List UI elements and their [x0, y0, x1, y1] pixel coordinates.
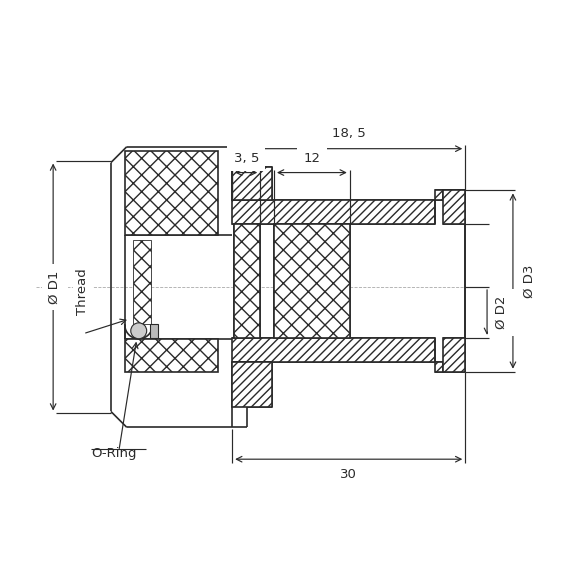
Text: O-Ring: O-Ring — [91, 447, 136, 460]
Bar — [132, 324, 146, 338]
Bar — [125, 151, 218, 235]
Bar — [443, 190, 465, 200]
Text: 3, 5: 3, 5 — [233, 151, 259, 165]
Text: Ø D2: Ø D2 — [495, 296, 508, 329]
Bar — [274, 224, 350, 338]
Bar — [232, 361, 272, 407]
Bar — [443, 190, 465, 224]
Text: 12: 12 — [303, 151, 321, 165]
Bar — [235, 224, 260, 338]
Bar — [232, 166, 272, 200]
Bar — [133, 240, 151, 324]
Bar — [150, 324, 158, 338]
Bar — [435, 361, 443, 372]
Text: Ø D1: Ø D1 — [48, 270, 61, 304]
Text: 18, 5: 18, 5 — [332, 127, 365, 140]
Bar — [435, 190, 443, 200]
Text: 30: 30 — [340, 468, 357, 481]
Circle shape — [131, 323, 147, 339]
Text: Ø D3: Ø D3 — [523, 264, 536, 298]
Bar — [125, 339, 218, 372]
Text: Thread: Thread — [76, 269, 90, 315]
Bar — [232, 200, 435, 224]
Bar — [232, 338, 435, 361]
Bar — [443, 338, 465, 372]
